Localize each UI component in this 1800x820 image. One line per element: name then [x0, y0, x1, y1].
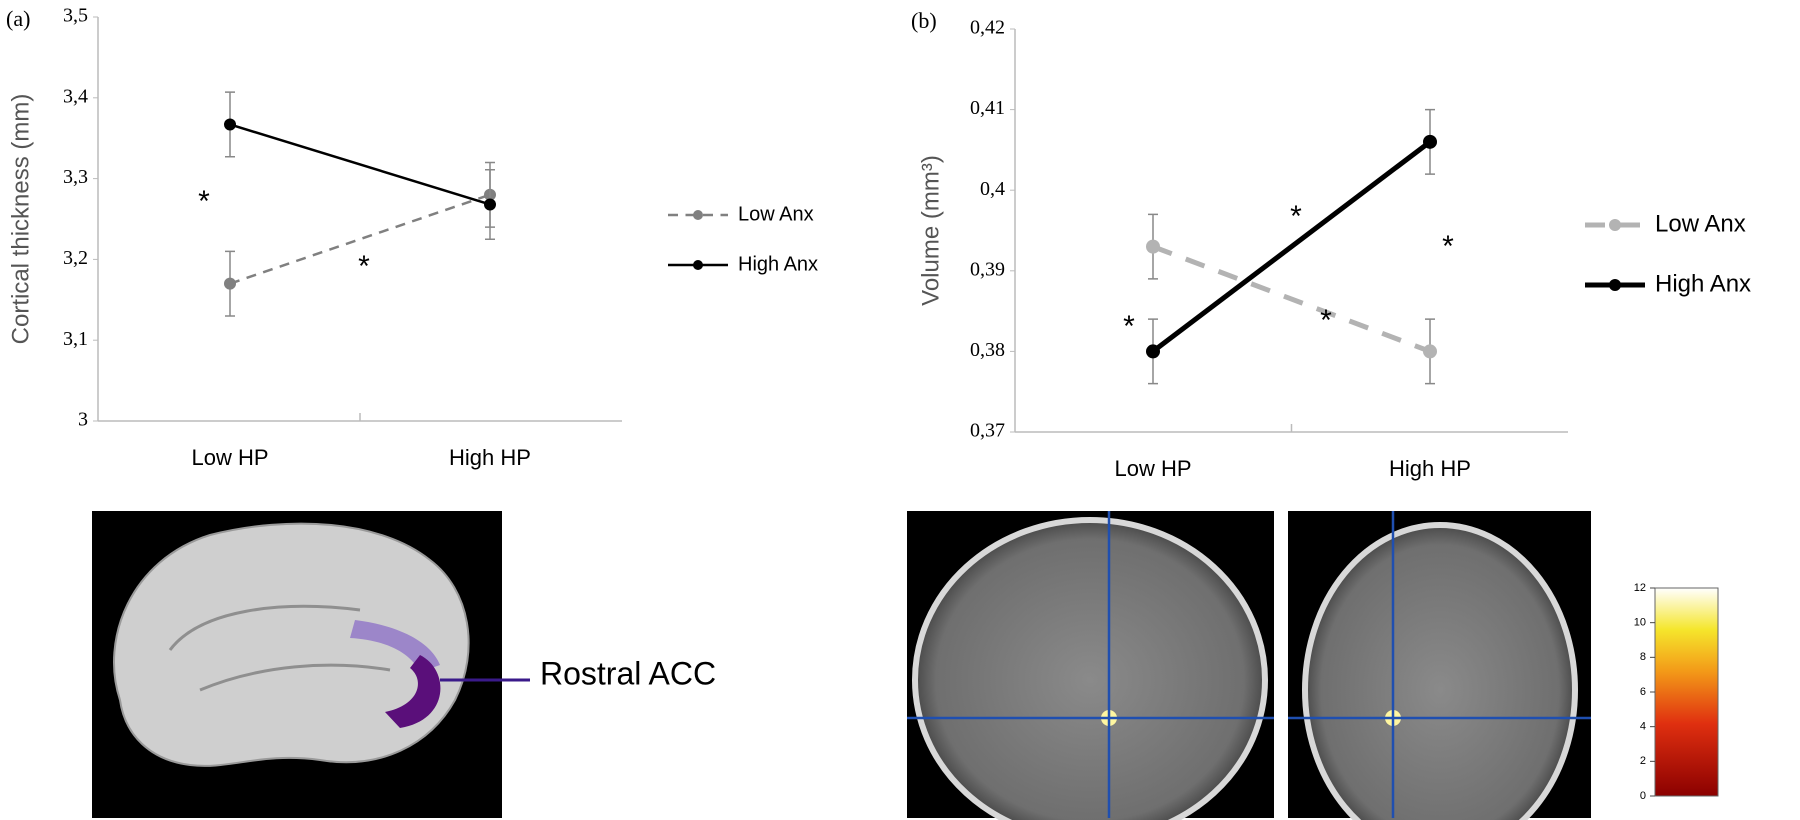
- series-line: [1152, 244, 1431, 354]
- colorbar-tick-label: 10: [1634, 617, 1646, 629]
- y-tick-label: 3,4: [63, 85, 88, 107]
- series-line: [229, 193, 491, 285]
- colorbar-tick-label: 6: [1640, 686, 1646, 698]
- significance-marker: *: [1290, 200, 1302, 233]
- data-point: [224, 277, 236, 290]
- y-tick-label: 3: [78, 409, 88, 431]
- y-tick-label: 0,41: [970, 97, 1005, 119]
- series-line: [229, 123, 491, 206]
- legend-marker: [1609, 219, 1621, 231]
- legend-marker: [693, 260, 703, 270]
- legend-label: Low Anx: [1655, 210, 1746, 237]
- panel-label: (a): [6, 6, 30, 31]
- data-point: [1146, 239, 1160, 254]
- legend-label: High Anx: [1655, 270, 1751, 297]
- data-point: [1146, 344, 1160, 359]
- y-tick-label: 0,4: [980, 178, 1005, 200]
- significance-marker: *: [1123, 310, 1135, 343]
- legend-marker: [1609, 279, 1621, 291]
- x-tick-label: High HP: [1389, 456, 1471, 481]
- y-tick-label: 3,2: [63, 247, 88, 269]
- significance-marker: *: [1320, 304, 1332, 337]
- colorbar-tick-label: 0: [1640, 790, 1646, 802]
- legend-label: High Anx: [738, 253, 818, 275]
- y-tick-label: 0,37: [970, 420, 1005, 442]
- y-tick-label: 3,3: [63, 166, 88, 188]
- y-tick-label: 3,1: [63, 328, 88, 350]
- y-tick-label: 0,38: [970, 339, 1005, 361]
- colorbar-tick-label: 12: [1634, 582, 1646, 594]
- mri-coronal: [1288, 511, 1591, 820]
- y-tick-label: 0,42: [970, 17, 1005, 39]
- series-line: [1151, 139, 1432, 354]
- brain-illustration: Rostral ACC: [92, 511, 716, 818]
- data-point: [484, 198, 496, 211]
- data-point: [1423, 134, 1437, 149]
- mri-sagittal: [907, 511, 1274, 820]
- colorbar-tick-label: 2: [1640, 755, 1646, 767]
- x-tick-label: Low HP: [1114, 456, 1191, 481]
- y-tick-label: 3,5: [63, 5, 88, 27]
- y-axis-label: Cortical thickness (mm): [7, 94, 34, 345]
- data-point: [1423, 344, 1437, 359]
- colorbar-tick-label: 8: [1640, 651, 1646, 663]
- y-axis-label: Volume (mm³): [917, 155, 944, 306]
- significance-marker: *: [198, 185, 210, 218]
- panel-label: (b): [911, 8, 937, 33]
- y-tick-label: 0,39: [970, 258, 1005, 280]
- legend-marker: [693, 210, 703, 220]
- legend-label: Low Anx: [738, 203, 814, 225]
- data-point: [224, 118, 236, 131]
- x-tick-label: Low HP: [191, 445, 268, 470]
- x-tick-label: High HP: [449, 445, 531, 470]
- significance-marker: *: [358, 250, 370, 283]
- colorbar-tick-label: 4: [1640, 721, 1646, 733]
- region-label: Rostral ACC: [540, 655, 716, 691]
- significance-marker: *: [1442, 230, 1454, 263]
- colorbar: [1654, 587, 1719, 797]
